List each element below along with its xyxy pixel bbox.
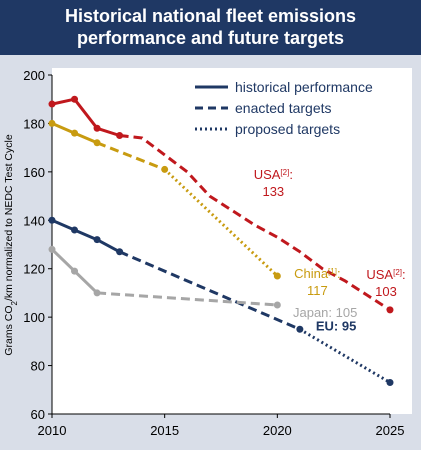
eu-data-point [71, 226, 79, 234]
china-data-point [48, 119, 56, 127]
eu-data-point [386, 379, 394, 387]
legend-label-dashed: enacted targets [235, 100, 332, 116]
japan-data-point [71, 267, 79, 275]
china-data-point [71, 129, 79, 137]
plot-area [52, 68, 412, 414]
x-tick-label: 2015 [150, 423, 179, 438]
eu-solid-line [51, 218, 121, 254]
y-tick-label: 180 [23, 116, 45, 131]
chart-title-line1: Historical national fleet emissions [64, 6, 357, 26]
usa-dashed-line [119, 134, 391, 312]
usa-value-number: 103 [375, 284, 397, 299]
japan-data-point [273, 301, 281, 309]
chart-title-line2: performance and future targets [76, 28, 345, 48]
y-tick-label: 160 [23, 165, 45, 180]
china-dashed-line [96, 141, 166, 171]
japan-value-label: Japan: 105 [293, 305, 357, 320]
usa-solid-line [51, 97, 121, 137]
chart-header: Historical national fleet emissions perf… [0, 0, 421, 55]
eu-data-point [48, 216, 56, 224]
china-data-point [161, 165, 169, 173]
series-group [48, 95, 394, 387]
china-dotted-line [163, 168, 279, 278]
usa-data-point [386, 306, 394, 314]
china-data-point [273, 272, 281, 280]
y-tick-label: 200 [23, 68, 45, 83]
china-data-point [93, 139, 101, 147]
usa-data-point [116, 132, 124, 140]
eu-dashed-line [119, 250, 301, 331]
usa-data-point [48, 100, 56, 108]
eu-value-label: EU: 95 [316, 318, 356, 333]
usa-data-point [71, 95, 79, 103]
y-tick-label: 100 [23, 310, 45, 325]
usa-data-point [93, 124, 101, 132]
y-axis-label: Grams CO2/km normalized to NEDC Test Cyc… [3, 134, 19, 355]
axes [51, 75, 390, 415]
y-ticks: 60 80 100 120 140 160 180 200 [23, 68, 52, 422]
x-tick-label: 2025 [376, 423, 405, 438]
eu-data-point [116, 248, 124, 256]
y-tick-label: 140 [23, 213, 45, 228]
japan-data-point [93, 289, 101, 297]
legend-label-solid: historical performance [235, 79, 373, 95]
y-tick-label: 60 [31, 407, 45, 422]
legend-label-dotted: proposed targets [235, 121, 340, 137]
japan-data-point [48, 245, 56, 253]
japan-dashed-line [96, 291, 278, 307]
china-value-number: 117 [307, 283, 328, 298]
y-tick-label: 120 [23, 262, 45, 277]
eu-data-point [296, 325, 304, 333]
x-tick-label: 2010 [38, 423, 67, 438]
usa-value-number: 133 [262, 184, 284, 199]
x-ticks: 2010 2015 2020 2025 [38, 414, 405, 438]
x-tick-label: 2020 [263, 423, 292, 438]
legend: historical performance enacted targets pro… [195, 79, 373, 137]
eu-data-point [93, 236, 101, 244]
y-tick-label: 80 [31, 359, 45, 374]
